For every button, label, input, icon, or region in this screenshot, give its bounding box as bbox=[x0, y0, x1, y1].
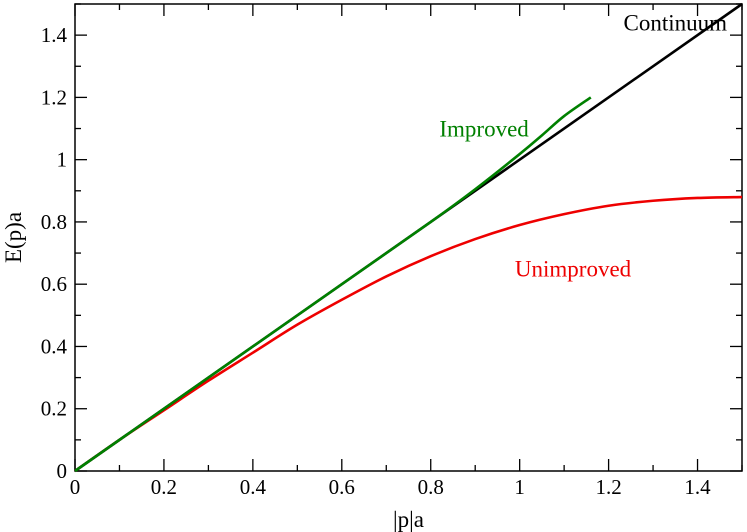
series-label-improved: Improved bbox=[439, 117, 529, 142]
x-tick-label: 0 bbox=[70, 475, 81, 499]
y-tick-label: 0.4 bbox=[41, 334, 68, 358]
y-axis-tick-labels: 0 0.2 0.4 0.6 0.8 1 1.2 1.4 bbox=[41, 23, 68, 483]
y-tick-label: 0.8 bbox=[41, 210, 67, 234]
series-labels: Continuum Improved Unimproved bbox=[439, 11, 727, 282]
x-tick-label: 1 bbox=[514, 475, 525, 499]
y-tick-label: 1.2 bbox=[41, 85, 67, 109]
plot-frame bbox=[74, 3, 743, 472]
tick-marks bbox=[74, 3, 743, 472]
x-tick-label: 0.4 bbox=[240, 475, 267, 499]
x-tick-label: 0.8 bbox=[418, 475, 444, 499]
series-line-unimproved bbox=[74, 195, 743, 473]
x-axis-title: |p|a bbox=[393, 507, 424, 532]
y-tick-label: 0.6 bbox=[41, 272, 67, 296]
series-line-improved bbox=[74, 96, 592, 473]
y-tick-label: 0 bbox=[57, 459, 68, 483]
series-label-continuum: Continuum bbox=[624, 11, 728, 36]
series-lines bbox=[74, 2, 743, 473]
x-tick-label: 0.6 bbox=[329, 475, 355, 499]
x-tick-label: 0.2 bbox=[151, 475, 177, 499]
y-axis-title: E(p)a bbox=[1, 212, 26, 263]
x-tick-label: 1.2 bbox=[595, 475, 621, 499]
x-axis-tick-labels: 0 0.2 0.4 0.6 0.8 1 1.2 1.4 bbox=[70, 475, 711, 499]
x-tick-label: 1.4 bbox=[684, 475, 711, 499]
y-tick-label: 1.4 bbox=[41, 23, 68, 47]
y-tick-label: 0.2 bbox=[41, 397, 67, 421]
series-label-unimproved: Unimproved bbox=[515, 257, 632, 282]
y-tick-label: 1 bbox=[57, 148, 68, 172]
